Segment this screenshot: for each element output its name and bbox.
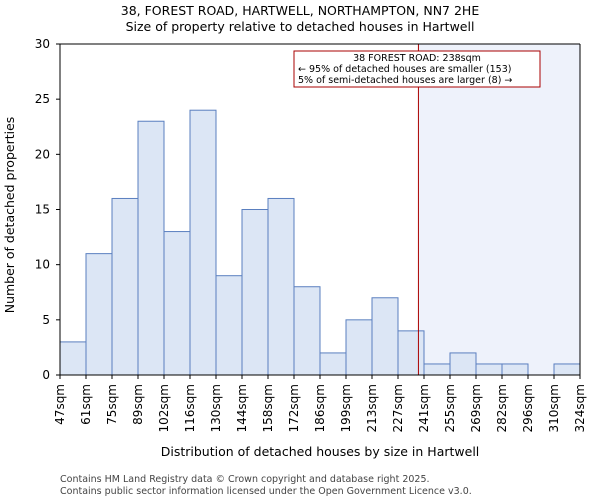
x-tick-label: 47sqm <box>53 384 67 425</box>
chart-title-line2: Size of property relative to detached ho… <box>126 19 475 34</box>
y-tick-label: 30 <box>35 37 50 51</box>
x-tick-label: 282sqm <box>495 384 509 432</box>
larger-region-shade <box>418 44 580 375</box>
y-tick-label: 25 <box>35 92 50 106</box>
bar[interactable] <box>345 319 373 376</box>
bar[interactable] <box>319 352 347 376</box>
y-axis-label: Number of detached properties <box>2 117 17 314</box>
bar[interactable] <box>215 275 243 376</box>
x-tick-label: 116sqm <box>183 384 197 432</box>
y-tick-label: 20 <box>35 147 50 161</box>
bar[interactable] <box>423 363 451 376</box>
x-tick-label: 310sqm <box>547 384 561 432</box>
bar[interactable] <box>371 297 399 376</box>
annotation-line2: ← 95% of detached houses are smaller (15… <box>298 64 511 75</box>
x-tick-label: 61sqm <box>79 384 93 425</box>
plot-area: 0 5 10 15 20 25 30 47sqm 61sqm 75sqm 89sqm 102sqm 11… <box>35 37 587 432</box>
annotation-line3: 5% of semi-detached houses are larger (8… <box>298 75 512 86</box>
y-tick-label: 5 <box>42 313 50 327</box>
x-tick-label: 102sqm <box>157 384 171 432</box>
bar[interactable] <box>293 286 321 376</box>
x-tick-label: 269sqm <box>469 384 483 432</box>
chart-title-line1: 38, FOREST ROAD, HARTWELL, NORTHAMPTON, … <box>121 3 480 18</box>
x-tick-label: 75sqm <box>105 384 119 425</box>
x-tick-label: 199sqm <box>339 384 353 432</box>
bar[interactable] <box>553 363 581 376</box>
bar[interactable] <box>59 341 87 376</box>
x-tick-label: 241sqm <box>417 384 431 432</box>
bar[interactable] <box>475 363 503 376</box>
y-tick-label: 0 <box>42 368 50 382</box>
bar[interactable] <box>501 363 529 376</box>
bar[interactable] <box>241 209 269 376</box>
bar[interactable] <box>267 197 295 376</box>
bar[interactable] <box>189 109 217 376</box>
footer-line1: Contains HM Land Registry data © Crown c… <box>60 474 430 485</box>
bar[interactable] <box>449 352 477 376</box>
x-tick-label: 213sqm <box>365 384 379 432</box>
y-tick-label: 10 <box>35 258 50 272</box>
annotation-box <box>293 50 541 88</box>
x-tick-label: 186sqm <box>313 384 327 432</box>
x-tick-label: 324sqm <box>573 384 587 432</box>
x-tick-label: 130sqm <box>209 384 223 432</box>
x-tick-label: 172sqm <box>287 384 301 432</box>
x-tick-label: 296sqm <box>521 384 535 432</box>
x-axis-label: Distribution of detached houses by size … <box>161 444 480 459</box>
bar[interactable] <box>85 253 113 376</box>
x-tick-label: 255sqm <box>443 384 457 432</box>
bar[interactable] <box>397 330 425 376</box>
annotation-line1: 38 FOREST ROAD: 238sqm <box>353 53 481 64</box>
x-tick-label: 227sqm <box>391 384 405 432</box>
y-tick-label: 15 <box>35 203 50 217</box>
x-tick-label: 158sqm <box>261 384 275 432</box>
bar[interactable] <box>111 197 139 376</box>
footer-line2: Contains public sector information licen… <box>60 486 472 497</box>
x-tick-label: 144sqm <box>235 384 249 432</box>
bar[interactable] <box>137 120 165 376</box>
x-tick-label: 89sqm <box>131 384 145 425</box>
bar[interactable] <box>163 231 191 376</box>
